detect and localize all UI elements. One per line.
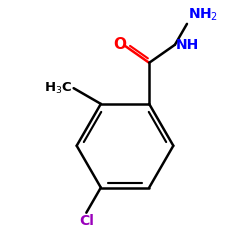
Text: Cl: Cl <box>79 214 94 228</box>
Text: H$_3$C: H$_3$C <box>44 80 72 96</box>
Text: O: O <box>113 38 126 52</box>
Text: NH$_2$: NH$_2$ <box>188 6 218 23</box>
Text: NH: NH <box>176 38 199 52</box>
